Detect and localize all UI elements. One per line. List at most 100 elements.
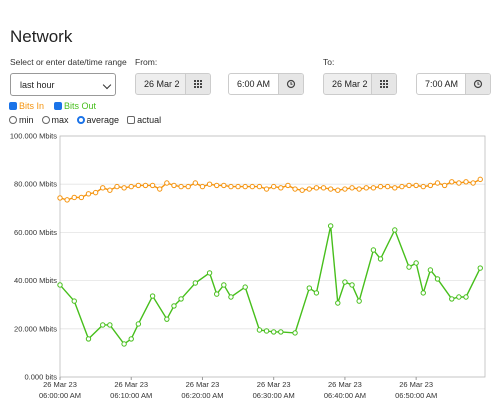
- data-point: [356, 298, 362, 304]
- data-point: [327, 186, 334, 192]
- data-point: [71, 298, 77, 304]
- data-point: [171, 303, 177, 309]
- data-point: [142, 182, 149, 189]
- series-toggle[interactable]: Bits In: [9, 101, 44, 111]
- stat-option[interactable]: average: [76, 115, 119, 125]
- data-point: [85, 191, 92, 197]
- data-point: [57, 282, 63, 288]
- option-label: actual: [137, 115, 162, 125]
- actual-option[interactable]: actual: [127, 115, 161, 125]
- y-tick-label: 100.000 Mbits: [10, 132, 57, 141]
- checkbox[interactable]: [54, 102, 63, 110]
- calendar-button[interactable]: [185, 74, 210, 94]
- data-point: [100, 322, 106, 328]
- option-label: min: [19, 115, 34, 125]
- from-label: From:: [135, 57, 158, 67]
- series-toggle[interactable]: Bits Out: [54, 101, 96, 111]
- x-tick-label: 06:50:00 AM: [395, 391, 437, 400]
- to-time: 7:00 AM: [425, 79, 459, 89]
- data-point: [121, 185, 127, 191]
- data-point: [149, 182, 156, 189]
- checkbox[interactable]: [9, 102, 17, 110]
- stat-options: min max average actual: [9, 115, 161, 125]
- data-point: [206, 181, 213, 187]
- data-point: [270, 183, 277, 190]
- data-point: [214, 182, 220, 189]
- clock-button[interactable]: [278, 74, 303, 94]
- data-point: [427, 182, 434, 189]
- data-point: [107, 322, 113, 328]
- data-point: [463, 179, 469, 185]
- from-date-input[interactable]: 26 Mar 2: [135, 73, 211, 95]
- data-point: [100, 185, 106, 191]
- series-name: Bits In: [19, 101, 45, 111]
- data-point: [292, 330, 298, 336]
- data-point: [285, 182, 291, 189]
- data-point: [441, 182, 448, 189]
- data-point: [171, 182, 177, 189]
- data-point: [164, 316, 170, 322]
- to-time-input[interactable]: 7:00 AM: [416, 73, 491, 95]
- data-point: [434, 276, 441, 282]
- data-point: [270, 329, 277, 335]
- radio[interactable]: [9, 116, 17, 124]
- data-point: [335, 187, 341, 193]
- data-point: [57, 195, 63, 201]
- data-point: [420, 290, 426, 296]
- data-point: [320, 185, 327, 191]
- data-point: [406, 264, 412, 270]
- data-point: [242, 183, 248, 190]
- data-point: [370, 247, 377, 253]
- data-point: [135, 182, 142, 189]
- data-point: [313, 290, 320, 296]
- series-toggles: Bits In Bits Out: [9, 101, 96, 111]
- option-label: max: [51, 115, 69, 125]
- data-point: [135, 321, 142, 327]
- data-point: [342, 186, 348, 192]
- data-point: [449, 179, 455, 185]
- select-value: last hour: [20, 80, 55, 90]
- data-point: [256, 327, 263, 333]
- chart: 0.000 bits 20.000 Mbits 40.000 Mbits 60.000…: [10, 132, 486, 400]
- radio[interactable]: [41, 116, 50, 124]
- to-date-input[interactable]: 26 Mar 2: [323, 73, 397, 95]
- from-time-input[interactable]: 6:00 AM: [228, 73, 304, 95]
- from-time: 6:00 AM: [237, 79, 271, 89]
- range-select[interactable]: last hour: [10, 73, 116, 96]
- calendar-icon: [194, 80, 202, 88]
- page-title: Network: [10, 27, 73, 46]
- radio[interactable]: [76, 116, 85, 124]
- y-tick-label: 80.000 Mbits: [14, 180, 57, 189]
- checkbox[interactable]: [127, 116, 136, 124]
- data-point: [456, 180, 462, 186]
- calendar-button[interactable]: [371, 74, 396, 94]
- data-point: [192, 180, 199, 186]
- clock-button[interactable]: [465, 74, 490, 94]
- data-point: [85, 336, 92, 342]
- data-point: [199, 183, 206, 190]
- data-point: [185, 183, 191, 190]
- data-point: [413, 182, 419, 189]
- data-point: [206, 270, 213, 276]
- x-tick-label: 06:00:00 AM: [39, 391, 81, 400]
- data-point: [256, 183, 263, 190]
- data-point: [263, 328, 270, 334]
- data-point: [363, 185, 369, 191]
- stat-option[interactable]: min: [9, 115, 34, 125]
- data-point: [78, 194, 85, 201]
- series-name: Bits Out: [64, 101, 97, 111]
- stat-option[interactable]: max: [41, 115, 69, 125]
- data-point: [427, 267, 434, 273]
- data-point: [413, 260, 419, 266]
- data-point: [377, 256, 384, 262]
- series-line: [59, 225, 481, 345]
- from-date: 26 Mar 2: [144, 79, 180, 89]
- data-point: [392, 227, 398, 233]
- x-tick-label: 06:40:00 AM: [324, 391, 366, 400]
- clock-icon: [286, 79, 296, 89]
- data-point: [399, 183, 405, 190]
- data-point: [313, 185, 320, 191]
- data-point: [356, 186, 362, 192]
- data-point: [221, 182, 227, 189]
- data-point: [249, 183, 256, 190]
